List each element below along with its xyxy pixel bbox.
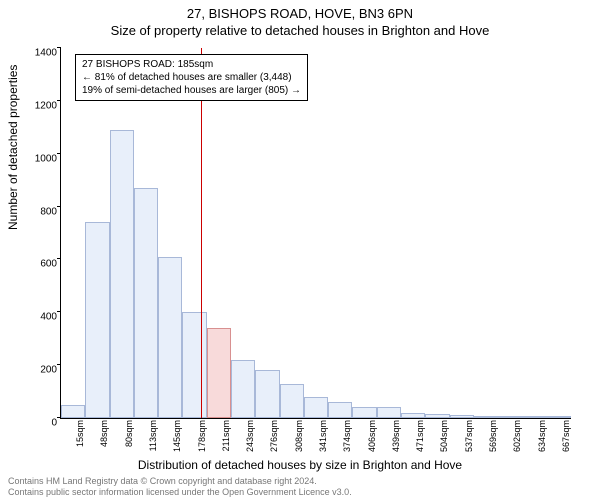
histogram-bar [231, 360, 255, 418]
y-tick-mark [57, 206, 61, 207]
info-line-2: ← 81% of detached houses are smaller (3,… [82, 71, 301, 84]
histogram-bar [352, 407, 376, 418]
histogram-bar [280, 384, 304, 418]
histogram-bar [450, 415, 474, 418]
x-tick: 471sqm [415, 420, 425, 460]
info-line-1: 27 BISHOPS ROAD: 185sqm [82, 58, 301, 71]
histogram-chart: 020040060080010001200140015sqm48sqm80sqm… [60, 48, 571, 419]
histogram-bar [474, 416, 498, 418]
x-tick: 15sqm [75, 420, 85, 460]
footer-attribution: Contains HM Land Registry data © Crown c… [8, 476, 352, 498]
x-tick: 308sqm [294, 420, 304, 460]
info-line-3: 19% of semi-detached houses are larger (… [82, 84, 301, 97]
x-tick: 276sqm [269, 420, 279, 460]
address-title: 27, BISHOPS ROAD, HOVE, BN3 6PN [0, 6, 600, 21]
y-tick-mark [57, 364, 61, 365]
footer-line-1: Contains HM Land Registry data © Crown c… [8, 476, 352, 487]
y-tick-mark [57, 153, 61, 154]
y-tick: 0 [27, 418, 57, 429]
histogram-bar [377, 407, 401, 418]
histogram-bar [207, 328, 231, 418]
x-tick: 634sqm [537, 420, 547, 460]
y-tick: 400 [27, 312, 57, 323]
histogram-bar [304, 397, 328, 418]
x-tick: 537sqm [464, 420, 474, 460]
footer-line-2: Contains public sector information licen… [8, 487, 352, 498]
x-tick: 406sqm [367, 420, 377, 460]
histogram-bar [547, 416, 571, 418]
histogram-bar [182, 312, 206, 418]
y-tick: 800 [27, 206, 57, 217]
x-axis-label: Distribution of detached houses by size … [0, 458, 600, 472]
y-axis-label: Number of detached properties [6, 65, 20, 230]
y-tick: 1000 [27, 153, 57, 164]
histogram-bar [110, 130, 134, 418]
x-tick: 243sqm [245, 420, 255, 460]
x-tick: 80sqm [124, 420, 134, 460]
x-tick: 667sqm [561, 420, 571, 460]
x-tick: 504sqm [439, 420, 449, 460]
histogram-bar [85, 222, 109, 418]
chart-subtitle: Size of property relative to detached ho… [0, 23, 600, 38]
histogram-bar [328, 402, 352, 418]
histogram-bar [158, 257, 182, 418]
histogram-bar [134, 188, 158, 418]
property-marker-line [201, 48, 202, 418]
y-tick: 1200 [27, 100, 57, 111]
x-tick: 178sqm [197, 420, 207, 460]
histogram-bar [401, 413, 425, 418]
x-tick: 113sqm [148, 420, 158, 460]
histogram-bar [498, 416, 522, 418]
y-tick-mark [57, 258, 61, 259]
info-box: 27 BISHOPS ROAD: 185sqm ← 81% of detache… [75, 54, 308, 101]
x-tick: 145sqm [172, 420, 182, 460]
x-tick: 374sqm [342, 420, 352, 460]
histogram-bar [522, 416, 546, 418]
y-tick: 200 [27, 365, 57, 376]
x-tick: 341sqm [318, 420, 328, 460]
x-tick: 211sqm [221, 420, 231, 460]
x-tick: 48sqm [99, 420, 109, 460]
histogram-bar [425, 414, 449, 418]
y-tick-mark [57, 47, 61, 48]
x-tick: 439sqm [391, 420, 401, 460]
y-tick: 600 [27, 259, 57, 270]
x-tick: 602sqm [512, 420, 522, 460]
y-tick-mark [57, 100, 61, 101]
histogram-bar [61, 405, 85, 418]
y-tick: 1400 [27, 48, 57, 59]
histogram-bar [255, 370, 279, 418]
x-tick: 569sqm [488, 420, 498, 460]
y-tick-mark [57, 311, 61, 312]
